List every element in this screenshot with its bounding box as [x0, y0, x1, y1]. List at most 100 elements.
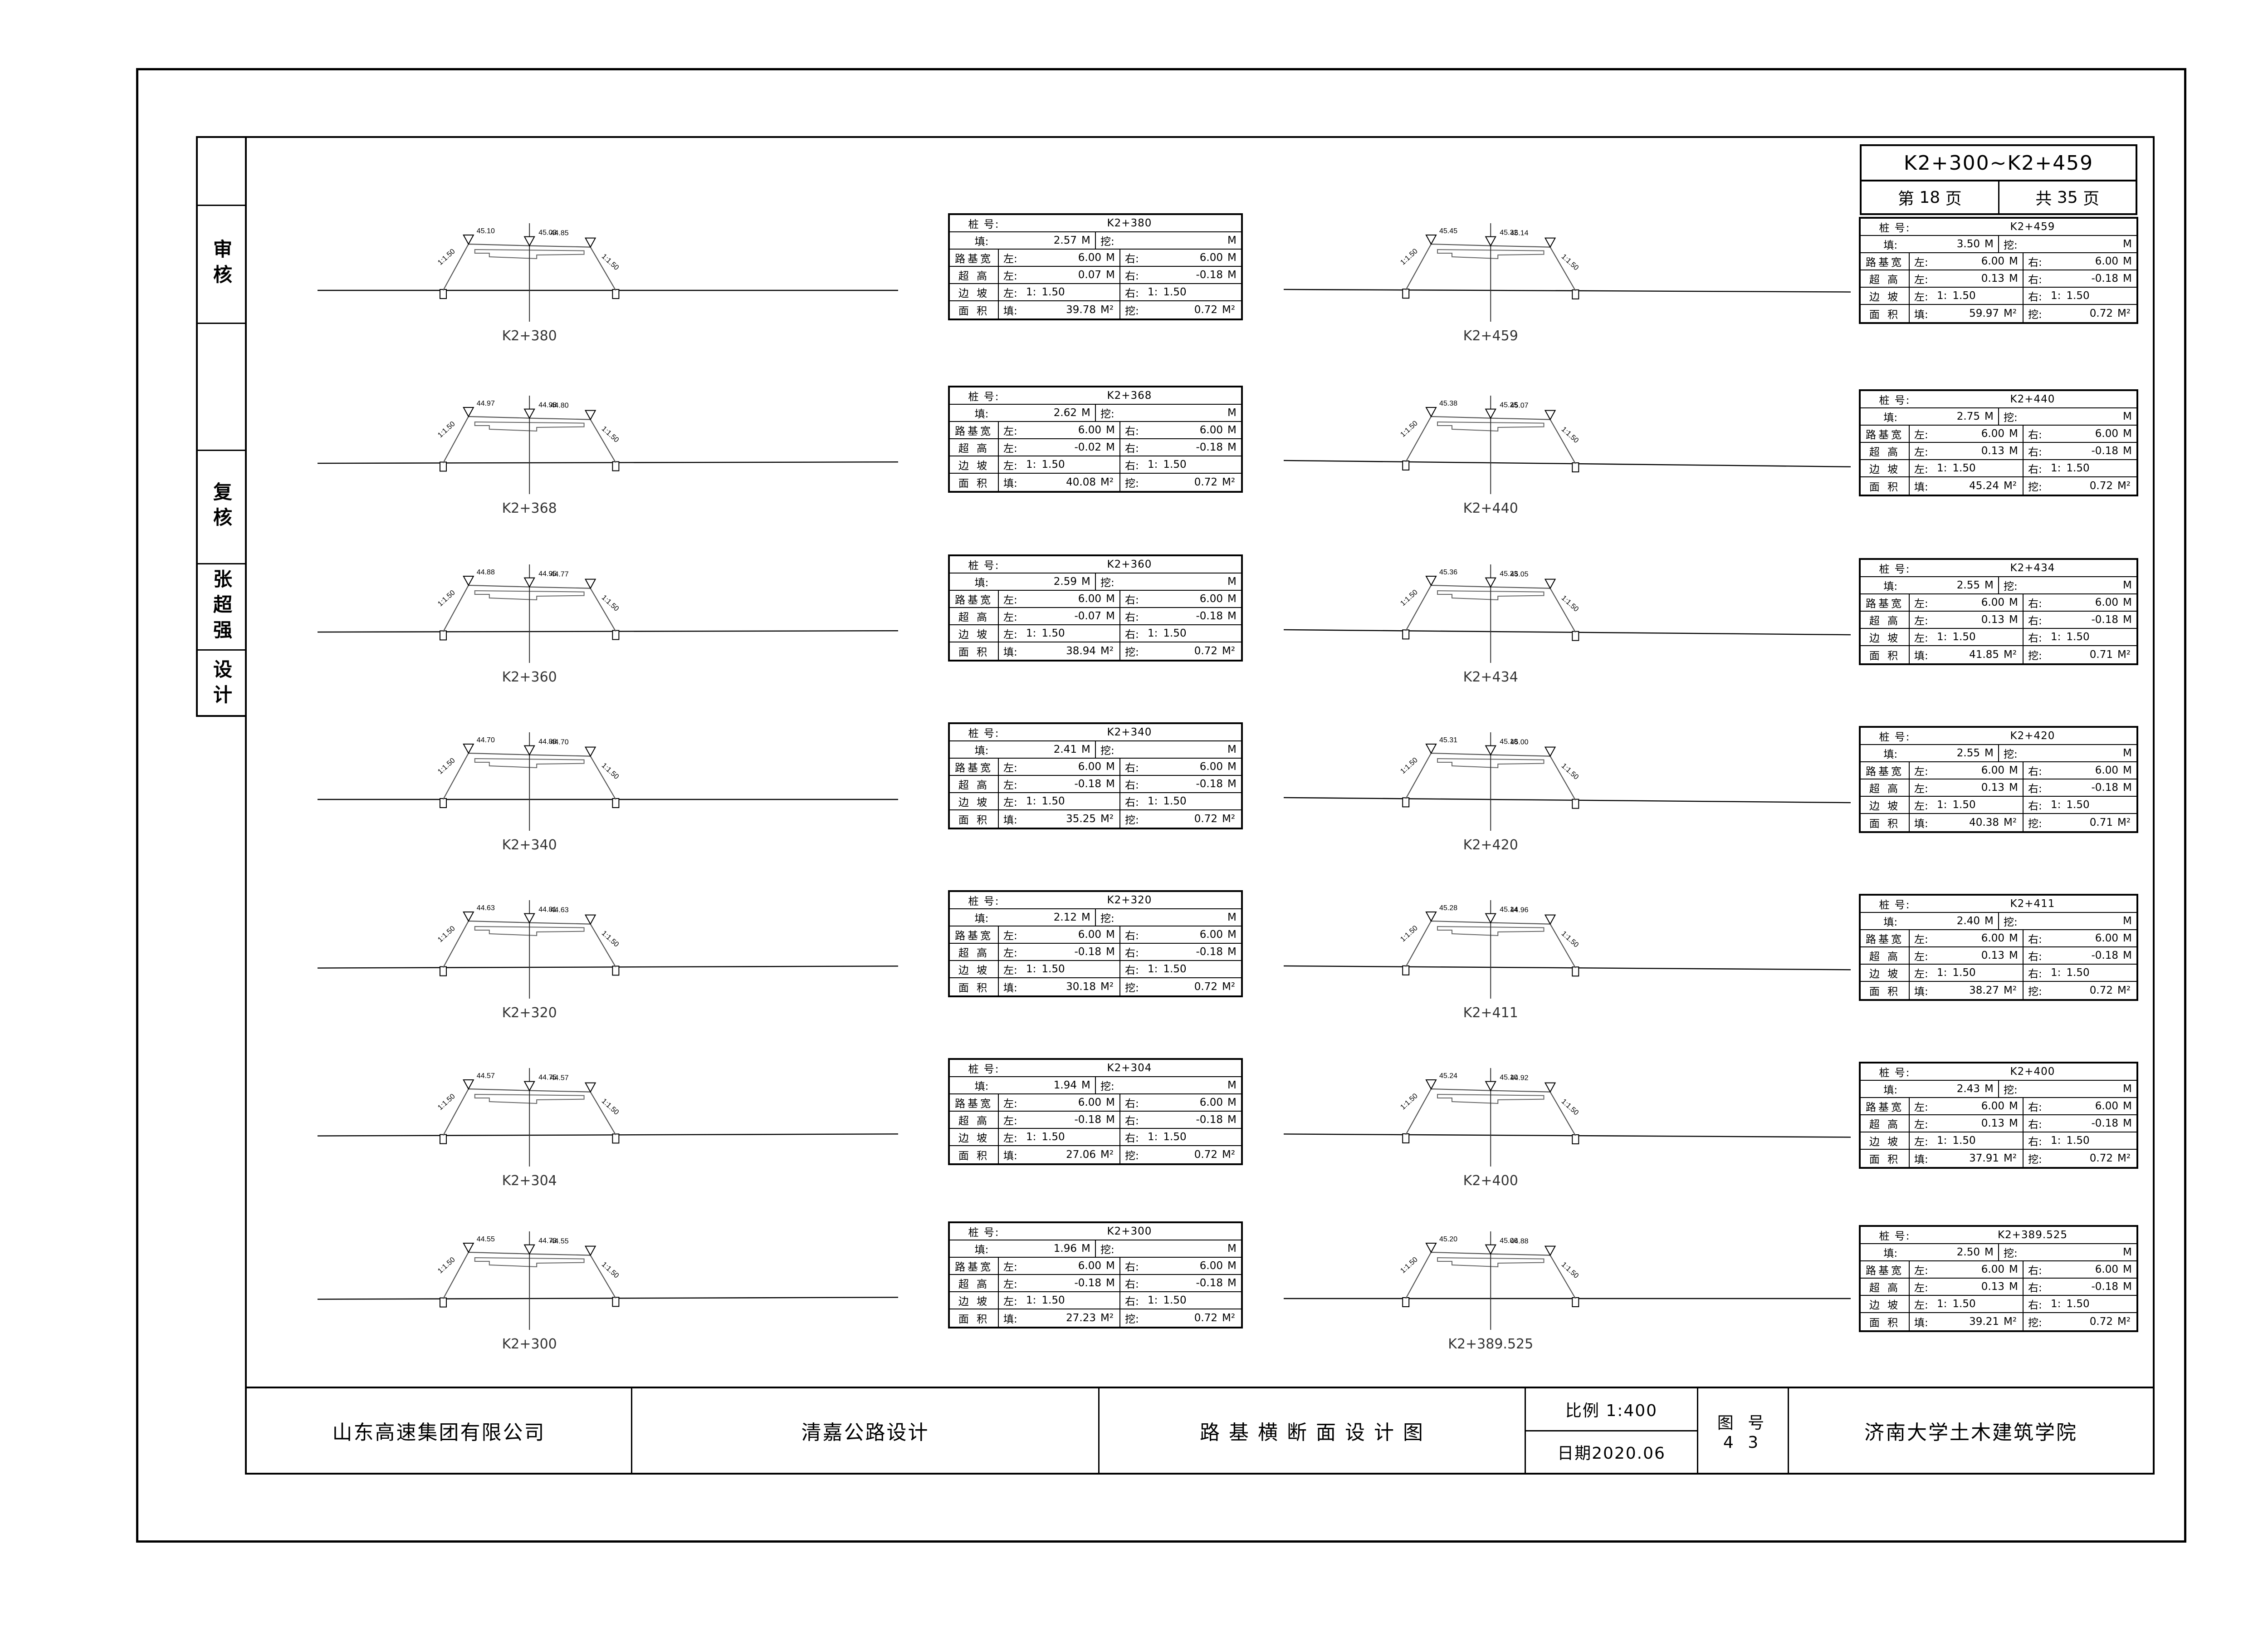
fill-unit: M [1081, 576, 1090, 588]
cross-section-K2+389.525: 45.20 45.06 44.88 1:1.50 1:1.50 K2+389.525 [1284, 1217, 1851, 1353]
slope-left-value: 1.50 [1041, 1131, 1065, 1143]
signature-label: 审核 [210, 239, 233, 290]
title-drawing-name: 路 基 横 断 面 设 计 图 [1100, 1388, 1526, 1473]
cut-label: 挖: [1100, 1244, 1114, 1256]
slope-left-prefix: 1: [1937, 290, 1947, 302]
right-label: 右: [1125, 1098, 1139, 1110]
area-fill-value: 40.08 [1066, 476, 1096, 488]
area-cut-value: 0.72 [2089, 1316, 2113, 1328]
area-fill-value: 41.85 [1969, 649, 1999, 661]
side-slope-label: 边 坡 [1861, 460, 1910, 476]
slope-left-value: 1.50 [1952, 290, 1976, 302]
slope-right-prefix: 1: [2051, 290, 2061, 302]
row-area: 面 积 填: 45.24 M² 挖: 0.72 M² [1861, 477, 2136, 495]
cut-unit: M [1227, 576, 1237, 588]
super-left-value: 0.13 [1981, 273, 2004, 284]
fill-label: 填: [1914, 481, 1928, 493]
width-right-group: 右: 6.00 M [2024, 1098, 2136, 1114]
station-value: K2+380 [1107, 217, 1152, 229]
subgrade-width-label: 路基宽 [950, 422, 999, 438]
width-left-group: 左: 6.00 M [1910, 594, 2024, 611]
area-cut-group: 挖: 0.72 M² [2024, 1150, 2136, 1167]
signature-strip: 审核 复核 张超强 设计 [196, 136, 245, 717]
svg-text:44.92: 44.92 [1510, 1074, 1529, 1082]
area-cut-value: 0.72 [1194, 813, 1217, 825]
row-side-slope: 边 坡 左: 1: 1.50 右: 1: 1.50 [950, 625, 1241, 642]
side-slope-label: 边 坡 [1861, 288, 1910, 304]
svg-text:45.06: 45.06 [1500, 1237, 1518, 1245]
svg-text:45.20: 45.20 [1439, 1235, 1457, 1243]
super-right-group: 右: -0.18 M [1120, 1112, 1241, 1128]
row-superelevation: 超 高 左: 0.13 M 右: -0.18 M [1861, 1115, 2136, 1132]
right-label: 右: [2028, 1299, 2042, 1311]
superelevation-label: 超 高 [950, 1275, 999, 1291]
slope-right-value: 1.50 [1163, 627, 1187, 639]
area-fill-value: 27.23 [1066, 1312, 1096, 1324]
svg-text:1:1.50: 1:1.50 [436, 1093, 457, 1112]
fill-height-group: 填: 2.62 M [950, 405, 1096, 421]
slope-left-group: 左: 1: 1.50 [1910, 797, 2024, 813]
width-left-unit: M [1106, 929, 1115, 941]
area-label: 面 积 [1861, 1150, 1910, 1167]
slope-left-group: 左: 1: 1.50 [1910, 629, 2024, 645]
area-cut-value: 0.71 [2089, 817, 2113, 828]
super-left-group: 左: 0.13 M [1910, 779, 2024, 796]
width-left-value: 6.00 [1981, 1264, 2004, 1275]
width-right-group: 右: 6.00 M [2024, 1261, 2136, 1278]
slope-right-group: 右: 1: 1.50 [2024, 965, 2136, 981]
station-label: 桩 号: [968, 560, 1000, 572]
area-cut-unit: M² [1222, 1312, 1236, 1324]
left-label: 左: [1003, 270, 1017, 282]
cut-unit: M [1227, 912, 1237, 923]
left-label: 左: [1003, 460, 1017, 472]
svg-text:1:1.50: 1:1.50 [436, 1256, 457, 1275]
svg-text:45.18: 45.18 [1500, 738, 1518, 746]
row-fill-cut: 填: 2.59 M 挖: M [950, 573, 1241, 591]
cut-label: 挖: [1100, 577, 1114, 589]
fill-height-value: 2.43 [1956, 1083, 1980, 1095]
super-left-value: 0.13 [1981, 614, 2004, 626]
super-right-group: 右: -0.18 M [1120, 776, 1241, 792]
subgrade-width-label: 路基宽 [1861, 762, 1910, 779]
svg-text:44.98: 44.98 [538, 402, 557, 409]
slope-left-group: 左: 1: 1.50 [999, 1129, 1120, 1145]
left-label: 左: [1003, 930, 1017, 942]
svg-text:44.75: 44.75 [538, 1074, 557, 1082]
svg-text:45.07: 45.07 [1510, 402, 1529, 410]
fill-label: 填: [1883, 581, 1898, 593]
right-label: 右: [1125, 1296, 1139, 1308]
slope-left-prefix: 1: [1937, 799, 1947, 811]
cut-unit: M [2123, 579, 2132, 591]
svg-text:44.96: 44.96 [1510, 907, 1529, 914]
area-label: 面 积 [1861, 982, 1910, 999]
area-cut-unit: M² [1222, 476, 1236, 488]
station-label: 桩 号: [1879, 731, 1911, 743]
row-station: 桩 号: K2+304 [950, 1060, 1241, 1077]
left-label: 左: [1003, 443, 1017, 455]
area-cut-unit: M² [2117, 308, 2131, 319]
area-cut-group: 挖: 0.72 M² [1120, 1309, 1241, 1327]
width-left-unit: M [1106, 761, 1115, 773]
cut-label: 挖: [1125, 814, 1139, 826]
svg-text:K2+304: K2+304 [502, 1173, 557, 1189]
svg-text:44.80: 44.80 [551, 402, 569, 410]
row-superelevation: 超 高 左: -0.18 M 右: -0.18 M [950, 944, 1241, 961]
station-value: K2+440 [2010, 393, 2055, 405]
cut-label: 挖: [2028, 650, 2042, 662]
fill-unit: M [1081, 235, 1090, 246]
section-data-table: 桩 号: K2+420 填: 2.55 M 挖: M 路基宽 左: 6.00 M… [1859, 726, 2138, 833]
station-value: K2+320 [1107, 894, 1152, 906]
cut-height-group: 挖: M [1096, 1240, 1241, 1257]
super-left-group: 左: 0.07 M [999, 267, 1120, 283]
row-area: 面 积 填: 27.23 M² 挖: 0.72 M² [950, 1309, 1241, 1327]
left-label: 左: [1003, 1296, 1017, 1308]
row-subgrade-width: 路基宽 左: 6.00 M 右: 6.00 M [950, 250, 1241, 267]
super-right-unit: M [2123, 273, 2132, 284]
slope-right-value: 1.50 [1163, 286, 1187, 298]
subgrade-width-label: 路基宽 [950, 1258, 999, 1274]
right-label: 右: [2028, 766, 2042, 778]
left-label: 左: [1914, 1299, 1928, 1311]
width-right-unit: M [1227, 593, 1237, 605]
right-label: 右: [2028, 951, 2042, 963]
subgrade-width-label: 路基宽 [1861, 1261, 1910, 1278]
